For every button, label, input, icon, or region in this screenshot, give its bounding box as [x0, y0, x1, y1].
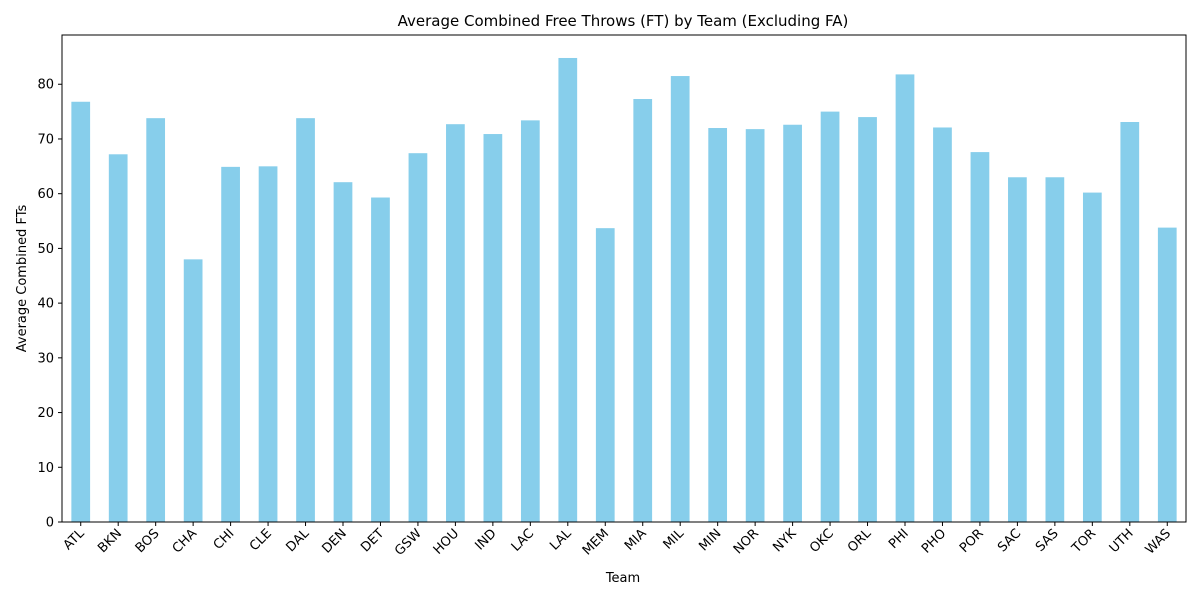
- x-tick-label: DEN: [319, 526, 349, 556]
- x-tick-label: DAL: [283, 526, 312, 555]
- bar-uth: [1120, 122, 1140, 522]
- x-tick-label: OKC: [807, 526, 837, 556]
- bar-was: [1157, 227, 1177, 523]
- bar-det: [371, 197, 390, 522]
- bar-bos: [146, 118, 166, 523]
- bar-den: [333, 182, 353, 522]
- x-tick-label: WAS: [1143, 526, 1174, 557]
- bar-cle: [258, 166, 278, 522]
- bar-lal: [558, 57, 578, 522]
- y-tick-label: 80: [37, 78, 54, 93]
- plot-frame: [61, 34, 1187, 523]
- bar-sas: [1045, 177, 1065, 522]
- bars-group: [71, 57, 1177, 523]
- y-tick-label: 40: [37, 297, 54, 312]
- x-tick-label: POR: [957, 526, 987, 556]
- bar-hou: [446, 124, 465, 522]
- y-tick-label: 20: [37, 406, 54, 421]
- y-tick-label: 0: [46, 516, 54, 531]
- y-tick-label: 10: [37, 461, 54, 476]
- bar-gsw: [408, 153, 428, 522]
- x-tick-label: TOR: [1069, 526, 1100, 557]
- x-tick-label: MIN: [696, 526, 724, 554]
- bar-mem: [595, 228, 615, 522]
- bar-mil: [670, 76, 690, 522]
- x-tick-label: CHA: [170, 526, 200, 556]
- y-axis-label: Average Combined FTs: [15, 205, 30, 353]
- bar-nyk: [783, 124, 802, 523]
- bar-ind: [483, 134, 503, 523]
- bar-cha: [183, 259, 203, 522]
- bar-okc: [820, 111, 840, 523]
- x-tick-label: SAC: [995, 526, 1024, 555]
- bar-dal: [296, 118, 315, 523]
- bar-por: [970, 152, 990, 522]
- y-tick-label: 70: [37, 132, 54, 147]
- x-tick-label: ATL: [61, 526, 88, 553]
- bar-atl: [71, 101, 91, 522]
- x-tick-label: CHI: [211, 526, 238, 553]
- bar-lac: [520, 120, 540, 523]
- x-tick-label: LAC: [509, 526, 537, 554]
- bar-bkn: [108, 154, 128, 523]
- x-tick-label: IND: [472, 526, 499, 553]
- y-tick-label: 30: [37, 351, 54, 366]
- bar-orl: [858, 117, 877, 522]
- x-tick-label: ORL: [845, 526, 875, 556]
- bar-sac: [1008, 177, 1027, 522]
- bar-pho: [933, 127, 952, 522]
- bar-mia: [633, 99, 653, 523]
- x-axis-ticks: ATL BKN BOS CHA CHI CLE DAL DEN DET GSW HOU IND LAC L…: [61, 522, 1174, 559]
- x-tick-label: PHO: [919, 526, 949, 556]
- bar-nor: [745, 129, 765, 522]
- y-tick-label: 60: [37, 187, 54, 202]
- x-tick-label: NYK: [770, 526, 799, 555]
- x-tick-label: LAL: [547, 526, 575, 554]
- x-tick-label: MIL: [661, 526, 688, 553]
- y-tick-label: 50: [37, 242, 54, 257]
- x-tick-label: SAS: [1033, 526, 1062, 555]
- chart-title: Average Combined Free Throws (FT) by Tea…: [398, 12, 849, 30]
- x-axis-label: Team: [605, 571, 640, 586]
- bar-phi: [895, 74, 915, 523]
- bar-chi: [221, 166, 240, 522]
- y-axis-ticks: 0 10 20 30 40 50 60 70 80: [37, 78, 62, 531]
- x-tick-label: NOR: [731, 526, 762, 557]
- x-tick-label: GSW: [392, 526, 425, 559]
- bar-min: [708, 128, 728, 522]
- x-tick-label: PHI: [886, 526, 912, 552]
- x-tick-label: BKN: [95, 526, 125, 556]
- x-tick-label: HOU: [431, 526, 462, 557]
- x-tick-label: DET: [358, 526, 387, 555]
- x-tick-label: MEM: [580, 526, 612, 558]
- x-tick-label: UTH: [1107, 526, 1137, 556]
- x-tick-label: MIA: [622, 526, 650, 554]
- x-tick-label: CLE: [247, 526, 275, 554]
- bar-tor: [1082, 192, 1102, 522]
- x-tick-label: BOS: [133, 526, 163, 556]
